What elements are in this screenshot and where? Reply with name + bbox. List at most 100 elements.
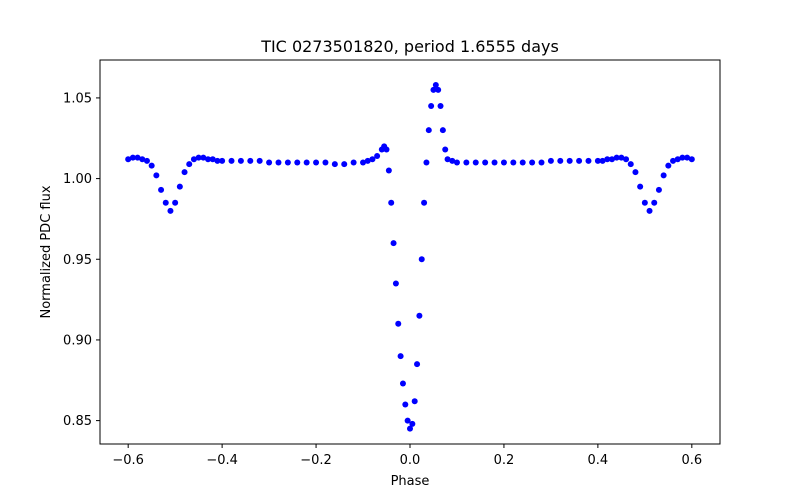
data-point [416, 312, 423, 319]
data-point [510, 159, 517, 166]
data-point [482, 159, 489, 166]
data-point [200, 154, 207, 161]
data-point [670, 157, 677, 164]
x-tick-label: 0.0 [400, 453, 421, 468]
y-axis-label: Normalized PDC flux [39, 185, 54, 318]
data-point [557, 157, 564, 164]
data-point [665, 162, 672, 169]
y-tick-label: 0.85 [63, 414, 92, 429]
data-point [294, 159, 301, 166]
data-point [435, 86, 442, 93]
data-point [449, 157, 456, 164]
data-point [313, 159, 320, 166]
data-point [491, 159, 498, 166]
data-point [392, 280, 399, 287]
data-point [176, 183, 183, 190]
data-point [158, 186, 165, 193]
data-point [374, 153, 381, 159]
data-point [385, 167, 392, 174]
data-point [623, 156, 630, 163]
data-point [205, 156, 212, 163]
data-point [125, 156, 132, 163]
chart-title: TIC 0273501820, period 1.6555 days [260, 37, 559, 56]
data-point [181, 169, 188, 176]
data-point [418, 256, 425, 263]
data-point [679, 154, 686, 161]
data-point [411, 398, 418, 405]
data-point [219, 157, 226, 164]
data-point [538, 159, 545, 166]
data-point [284, 159, 291, 166]
data-point [604, 156, 611, 163]
y-tick-label: 1.05 [63, 91, 92, 106]
data-point [186, 161, 193, 168]
x-tick-label: −0.2 [300, 453, 332, 468]
data-point [428, 102, 435, 109]
data-point [390, 240, 397, 247]
data-point [421, 199, 428, 206]
data-point [369, 156, 376, 163]
data-point [148, 162, 155, 169]
data-point [453, 159, 460, 166]
data-point [627, 161, 634, 168]
x-tick-label: 0.6 [681, 453, 702, 468]
data-point [646, 207, 653, 214]
data-point [432, 82, 439, 89]
x-tick-label: −0.6 [112, 453, 144, 468]
x-tick-label: −0.4 [206, 453, 238, 468]
data-point [529, 159, 536, 166]
data-point [637, 183, 644, 190]
data-point [134, 154, 141, 161]
data-point [397, 353, 404, 360]
y-tick-label: 1.00 [63, 172, 92, 187]
data-point [395, 320, 402, 327]
data-point [585, 157, 592, 164]
data-point [228, 157, 235, 164]
data-point [613, 154, 620, 161]
data-point [500, 159, 507, 166]
x-tick-label: 0.2 [494, 453, 515, 468]
data-point [655, 186, 662, 193]
data-point [303, 159, 310, 166]
data-point [414, 361, 421, 368]
data-point [275, 159, 282, 166]
data-point [409, 420, 416, 427]
data-point [641, 199, 648, 206]
data-point [214, 157, 221, 164]
data-point [423, 159, 430, 166]
data-point [129, 154, 136, 161]
data-point [350, 159, 357, 166]
data-point [153, 172, 160, 179]
data-point [472, 159, 479, 166]
data-points [125, 82, 695, 432]
data-point [331, 161, 338, 168]
data-point [364, 157, 371, 164]
data-point [383, 146, 390, 153]
data-point [162, 199, 169, 206]
x-axis-ticks: −0.6 −0.4 −0.2 0.0 0.2 0.4 0.6 [112, 444, 702, 468]
data-point [404, 417, 411, 424]
data-point [684, 154, 691, 161]
data-point [360, 159, 367, 166]
data-point [660, 172, 667, 179]
data-point [594, 157, 601, 164]
data-point [402, 401, 409, 408]
data-point [608, 156, 615, 163]
data-point [143, 157, 150, 164]
data-point [576, 157, 583, 164]
data-point [442, 146, 449, 153]
x-tick-label: 0.4 [588, 453, 609, 468]
data-point [674, 156, 681, 163]
data-point [618, 154, 625, 161]
data-point [247, 157, 254, 164]
data-point [444, 156, 451, 163]
data-point [651, 199, 658, 206]
data-point [566, 157, 573, 164]
x-axis-label: Phase [391, 474, 430, 489]
y-tick-label: 0.95 [63, 253, 92, 268]
data-point [172, 199, 179, 206]
y-tick-label: 0.90 [63, 333, 92, 348]
data-point [322, 159, 329, 166]
data-point [425, 127, 432, 134]
